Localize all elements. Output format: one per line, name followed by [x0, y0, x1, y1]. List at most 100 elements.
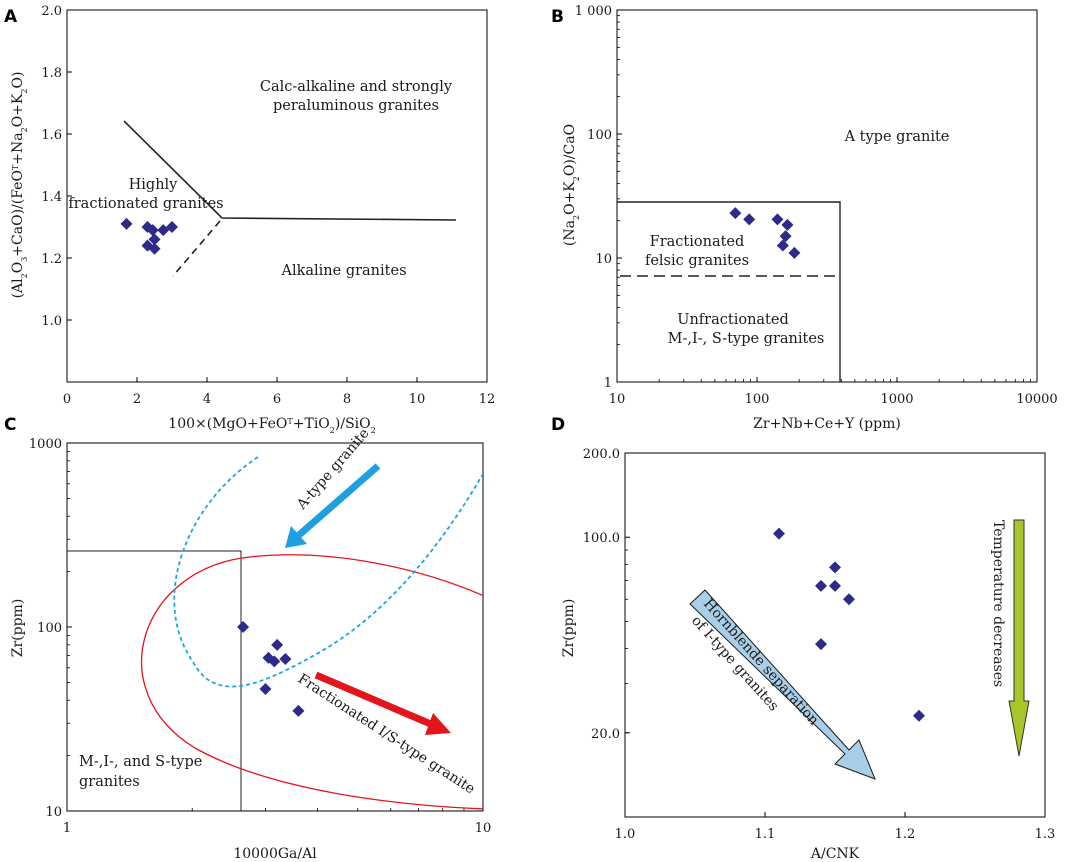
panel-a-ytick-label-3: 1.6	[41, 128, 62, 143]
panel-c-fractionated-field	[141, 554, 483, 810]
panel-a-point-6	[148, 242, 161, 255]
panel-b-ytick-label-1: 10	[595, 252, 612, 267]
panel-a-xlabel: 100×(MgO+FeOT+TiO2)/SiO2	[168, 416, 375, 435]
panel-d-point-2	[815, 579, 827, 592]
panel-d: D 1.0 1.1 1.2 1.3 20.0 100.0 200.0 A/CNK Zr(pp…	[551, 415, 1055, 862]
panel-c-mis-box	[67, 550, 242, 811]
panel-b-ytick-label-2: 100	[587, 128, 612, 143]
panel-c-xtick-label-1: 10	[475, 821, 492, 836]
panel-d-hornblende-arrow	[689, 589, 876, 780]
panel-a-points	[120, 217, 178, 255]
panel-b-ytick-label-0: 1	[604, 376, 612, 391]
panel-a-ytick-label-5: 2.0	[41, 4, 62, 19]
panel-d-point-6	[913, 709, 925, 722]
panel-d-ytick-label-1: 100.0	[583, 531, 620, 546]
panel-a-xtick-label-6: 12	[479, 392, 496, 407]
panel-c-a-type-field	[173, 456, 483, 688]
panel-b-xlabel: Zr+Nb+Ce+Y (ppm)	[753, 416, 901, 432]
panel-a-note-highly-1: Highly	[129, 177, 179, 193]
panel-a-xtick-label-0: 0	[63, 392, 71, 407]
panel-a-xtick-label-2: 4	[203, 392, 211, 407]
panel-b-xtick-label-0: 10	[609, 392, 626, 407]
panel-b-points	[729, 207, 801, 259]
panel-b-fractionation-box	[617, 201, 841, 382]
panel-a-point-3	[166, 221, 178, 233]
panel-c-point-3	[268, 655, 281, 668]
panel-a-xtick-label-5: 10	[409, 392, 426, 407]
panel-a-letter: A	[4, 7, 18, 27]
panel-c-a-type-arrow	[285, 463, 381, 548]
panel-b-frame	[616, 9, 1038, 383]
panel-a-point-0	[120, 217, 133, 230]
panel-b-xtick-label-3: 10000	[1016, 392, 1057, 407]
panel-b-ylabel: (Na2O+K2O)/CaO	[562, 124, 581, 246]
panel-d-point-1	[829, 561, 841, 574]
panel-c-red-arrow-shaft	[314, 671, 435, 729]
panel-b-note-fract-1: Fractionated	[650, 234, 745, 250]
panel-d-xtick-label-0: 1.0	[615, 827, 636, 842]
panel-b-ytick-label-3: 1 000	[575, 4, 612, 19]
panel-c-fractionated-label: Fractionated I/S-type granite	[295, 671, 478, 797]
panel-d-letter: D	[551, 415, 565, 435]
panel-c-a-type-label: A-type granite	[293, 426, 372, 514]
panel-a-note-calc-2: peraluminous granites	[273, 98, 439, 114]
panel-d-xtick-label-1: 1.1	[755, 827, 776, 842]
panel-b-note-a-type: A type granite	[844, 129, 950, 145]
panel-d-ytick-label-0: 20.0	[591, 727, 620, 742]
panel-c-note-mis-1: M-,I-, and S-type	[79, 754, 202, 770]
panel-a-ytick-label-1: 1.2	[41, 252, 62, 267]
panel-a-ytick-label-2: 1.4	[41, 190, 62, 205]
panel-b-xtick-label-2: 1000	[880, 392, 913, 407]
panel-c-point-1	[271, 638, 284, 651]
panel-b-point-4	[779, 230, 792, 243]
panel-a-boundary-line	[123, 120, 457, 221]
panel-d-point-5	[815, 638, 827, 651]
panel-d-point-0	[773, 527, 785, 540]
panel-b-xtick-label-1: 100	[745, 392, 770, 407]
panel-d-xtick-label-2: 1.2	[895, 827, 916, 842]
panel-d-xtick-label-3: 1.3	[1035, 827, 1056, 842]
panel-a-ylabel: (Al2O3+CaO)/(FeOT+Na2O+K2O)	[10, 72, 29, 299]
panel-c-point-4	[279, 653, 292, 666]
panel-d-temperature-arrow	[1008, 519, 1030, 757]
panel-a-dashed-boundary	[172, 220, 221, 277]
panel-a-xtick-label-4: 8	[343, 392, 351, 407]
panel-a-point-4	[148, 233, 161, 246]
panel-d-point-3	[829, 579, 841, 592]
panel-c-point-6	[292, 704, 305, 717]
panel-d-ytick-label-2: 200.0	[583, 447, 620, 462]
panel-a-point-7	[146, 224, 159, 237]
panel-b-note-unfract-2: M-,I-, S-type granites	[668, 331, 825, 347]
panel-a-note-highly-2: fractionated granites	[68, 196, 223, 212]
panel-b-point-1	[743, 213, 756, 226]
panel-b-note-fract-2: felsic granites	[645, 253, 749, 269]
panel-a-ytick-label-0: 1.0	[41, 314, 62, 329]
panel-b-point-0	[729, 207, 742, 220]
panel-b-point-5	[776, 239, 789, 252]
panel-b-point-6	[788, 246, 801, 259]
panel-c-ytick-label-1: 100	[37, 621, 62, 636]
panel-c-blue-arrow-shaft	[296, 463, 381, 538]
panel-c-point-0	[237, 621, 250, 633]
panel-c-point-5	[259, 683, 272, 696]
panel-c-xtick-label-0: 1	[63, 821, 71, 836]
panel-d-ylabel: Zr(ppm)	[561, 599, 577, 658]
panel-d-ticks: 1.0 1.1 1.2 1.3 20.0 100.0 200.0	[583, 447, 1056, 842]
panel-d-frame	[624, 452, 1046, 818]
panel-a-ytick-label-4: 1.8	[41, 66, 62, 81]
panel-c-xlabel: 10000Ga/Al	[233, 846, 317, 862]
panel-c-blue-arrowhead	[285, 526, 307, 548]
panel-d-point-4	[843, 593, 855, 606]
panel-a-xtick-label-3: 6	[273, 392, 281, 407]
panel-b-point-2	[771, 213, 784, 226]
panel-c-fractionated-arrow	[314, 671, 451, 735]
panel-a: A 0 2 4 6 8 10 12 1.0 1.2 1.4 1.6 1.8 2.0 100×(MgO+F…	[4, 4, 495, 435]
panel-c-points	[237, 621, 305, 717]
panel-c-note-mis-2: granites	[79, 774, 140, 790]
panel-a-note-calc-1: Calc-alkaline and strongly	[260, 79, 453, 95]
panel-b-point-3	[781, 218, 794, 231]
